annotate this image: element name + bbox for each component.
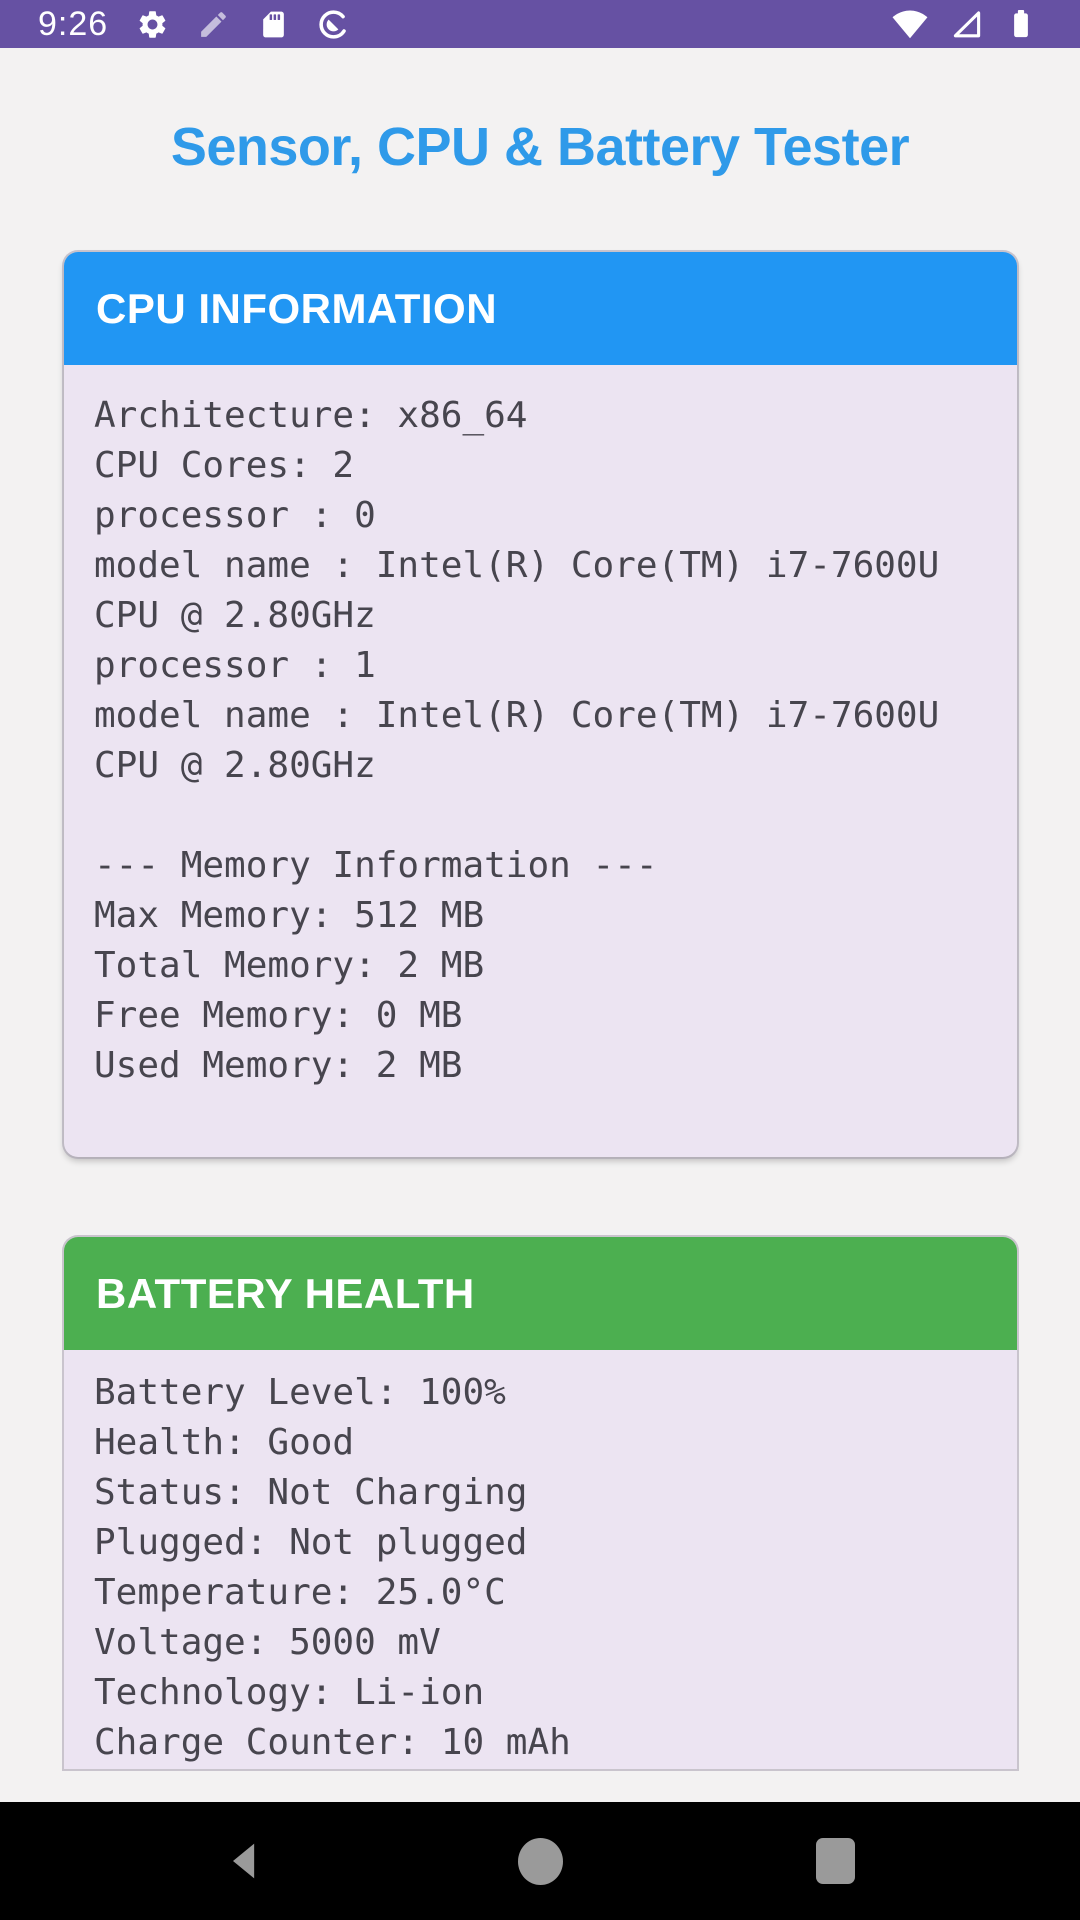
recents-square-icon (815, 1838, 855, 1884)
sd-card-icon (258, 9, 289, 40)
gear-icon (136, 8, 169, 41)
cpu-card-title: CPU INFORMATION (96, 284, 498, 332)
home-button[interactable] (517, 1836, 563, 1886)
battery-card: BATTERY HEALTH Battery Level: 100% Healt… (64, 1237, 1017, 1769)
recents-button[interactable] (812, 1836, 858, 1886)
status-bar-right (892, 6, 1036, 42)
home-circle-icon (517, 1837, 563, 1885)
cell-signal-icon (950, 7, 984, 41)
status-bar-left: 9:26 (38, 0, 350, 48)
status-time: 9:26 (38, 5, 109, 43)
cpu-card-header: CPU INFORMATION (64, 252, 1017, 365)
status-bar: 9:26 (0, 0, 1080, 48)
battery-card-title: BATTERY HEALTH (96, 1269, 475, 1317)
cpu-card: CPU INFORMATION Architecture: x86_64 CPU… (64, 252, 1017, 1157)
back-triangle-icon (225, 1836, 265, 1886)
battery-icon (1006, 7, 1036, 41)
page-title: Sensor, CPU & Battery Tester (170, 117, 910, 177)
wifi-icon (892, 6, 928, 42)
pencil-icon (197, 8, 230, 41)
cpu-card-body: Architecture: x86_64 CPU Cores: 2 proces… (94, 395, 940, 1086)
data-saver-icon (317, 8, 350, 41)
android-nav-bar (0, 1802, 1080, 1920)
battery-card-body: Battery Level: 100% Health: Good Status:… (94, 1372, 571, 1763)
battery-card-header: BATTERY HEALTH (64, 1237, 1017, 1350)
back-button[interactable] (222, 1836, 268, 1886)
